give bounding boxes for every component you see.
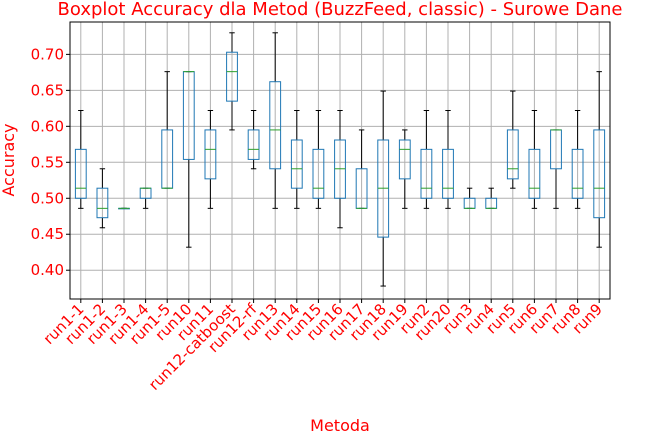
box-run14 — [290, 109, 303, 209]
box-run15 — [312, 109, 325, 209]
box-run6 — [528, 109, 541, 209]
box-run9 — [593, 71, 606, 248]
y-axis-ticks: 0.40 0.45 0.50 0.55 0.60 0.65 0.70 — [31, 45, 70, 279]
box-run1-4 — [139, 187, 152, 209]
box-run8 — [571, 109, 584, 209]
iqr-box — [528, 148, 541, 199]
iqr-box — [398, 139, 411, 180]
box-run18 — [377, 90, 390, 287]
x-axis-ticks: run1-1run1-2run1-3run1-4run1-5run10run11… — [40, 299, 606, 394]
box-run20 — [442, 109, 454, 209]
box-run10 — [182, 71, 195, 248]
iqr-box — [290, 139, 303, 189]
iqr-box — [571, 148, 584, 199]
box-run2 — [420, 109, 433, 209]
y-tick-label: 0.60 — [31, 117, 64, 135]
y-axis-label: Accuracy — [0, 123, 18, 196]
box-run16 — [334, 109, 346, 229]
iqr-box — [593, 129, 606, 219]
iqr-box — [506, 129, 519, 180]
y-tick-label: 0.45 — [31, 225, 64, 243]
box-run4 — [485, 187, 498, 209]
box-run19 — [398, 129, 411, 209]
box-run5 — [506, 90, 519, 189]
iqr-box — [442, 148, 454, 199]
box-run12-rf — [247, 109, 260, 170]
box-run13 — [269, 32, 282, 209]
iqr-box — [269, 81, 282, 170]
box-run12-catboost — [226, 32, 238, 131]
iqr-box — [420, 148, 433, 199]
iqr-box — [312, 148, 325, 199]
iqr-box — [226, 51, 238, 102]
iqr-box — [204, 129, 217, 180]
box-run7 — [550, 129, 562, 209]
iqr-box — [74, 148, 87, 199]
x-axis-label: Metoda — [310, 416, 370, 435]
box-run11 — [204, 109, 217, 209]
box-run1-2 — [96, 168, 109, 229]
box-run1-3 — [118, 207, 130, 210]
y-tick-label: 0.40 — [31, 261, 64, 279]
boxes-layer — [74, 32, 606, 287]
iqr-box — [247, 129, 260, 160]
iqr-box — [96, 187, 109, 219]
y-tick-label: 0.70 — [31, 45, 64, 63]
box-run1-5 — [161, 71, 174, 189]
y-tick-label: 0.50 — [31, 189, 64, 207]
box-run3 — [463, 187, 476, 209]
y-tick-label: 0.55 — [31, 153, 64, 171]
y-tick-label: 0.65 — [31, 81, 64, 99]
chart-title: Boxplot Accuracy dla Metod (BuzzFeed, cl… — [58, 0, 623, 20]
box-run1-1 — [74, 109, 87, 209]
box-run17 — [355, 129, 368, 209]
